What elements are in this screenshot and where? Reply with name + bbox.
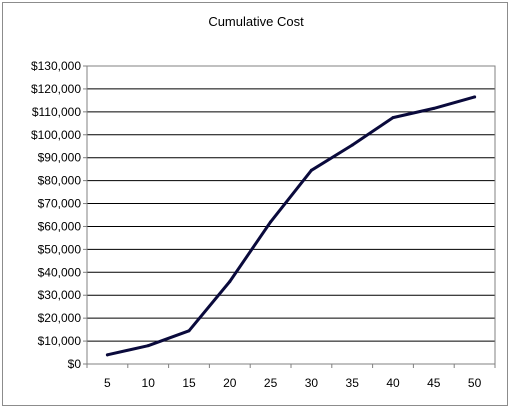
y-axis-ticks: $0 $10,000 $20,000 $30,000 $40,000 $50,000 $60… xyxy=(31,59,87,371)
data-point xyxy=(309,168,313,172)
data-point xyxy=(146,344,150,348)
x-tick-label: 30 xyxy=(305,376,319,390)
series-line xyxy=(105,95,477,357)
y-tick-label: $20,000 xyxy=(38,311,82,325)
y-tick-label: $40,000 xyxy=(38,265,82,279)
y-tick-label: $50,000 xyxy=(38,242,82,256)
y-tick-label: $30,000 xyxy=(38,288,82,302)
data-point xyxy=(432,106,436,110)
data-point xyxy=(269,220,273,224)
data-point xyxy=(187,329,191,333)
y-tick-label: $100,000 xyxy=(31,128,81,142)
x-tick-label: 10 xyxy=(142,376,156,390)
x-tick-label: 50 xyxy=(468,376,482,390)
y-tick-label: $80,000 xyxy=(38,174,82,188)
x-tick-label: 45 xyxy=(427,376,441,390)
y-tick-label: $60,000 xyxy=(38,219,82,233)
x-axis-ticks: 5 10 15 20 25 30 35 40 45 50 xyxy=(86,364,496,390)
data-point xyxy=(228,279,232,283)
x-tick-label: 20 xyxy=(223,376,237,390)
data-point xyxy=(350,143,354,147)
series-points xyxy=(105,95,477,357)
x-tick-label: 25 xyxy=(264,376,278,390)
y-tick-label: $120,000 xyxy=(31,82,81,96)
y-tick-label: $70,000 xyxy=(38,197,82,211)
y-tick-label: $110,000 xyxy=(32,105,81,119)
x-tick-label: 40 xyxy=(386,376,400,390)
data-point xyxy=(105,353,109,357)
y-tick-label: $10,000 xyxy=(38,334,82,348)
y-tick-label: $90,000 xyxy=(38,151,82,165)
x-tick-label: 35 xyxy=(346,376,360,390)
data-point xyxy=(391,116,395,120)
plot-area xyxy=(86,65,496,365)
x-tick-label: 15 xyxy=(182,376,196,390)
y-tick-label: $0 xyxy=(68,357,82,371)
y-tick-label: $130,000 xyxy=(31,59,81,73)
x-tick-label: 5 xyxy=(104,376,111,390)
data-point xyxy=(473,95,477,99)
chart-title: Cumulative Cost xyxy=(208,14,304,29)
